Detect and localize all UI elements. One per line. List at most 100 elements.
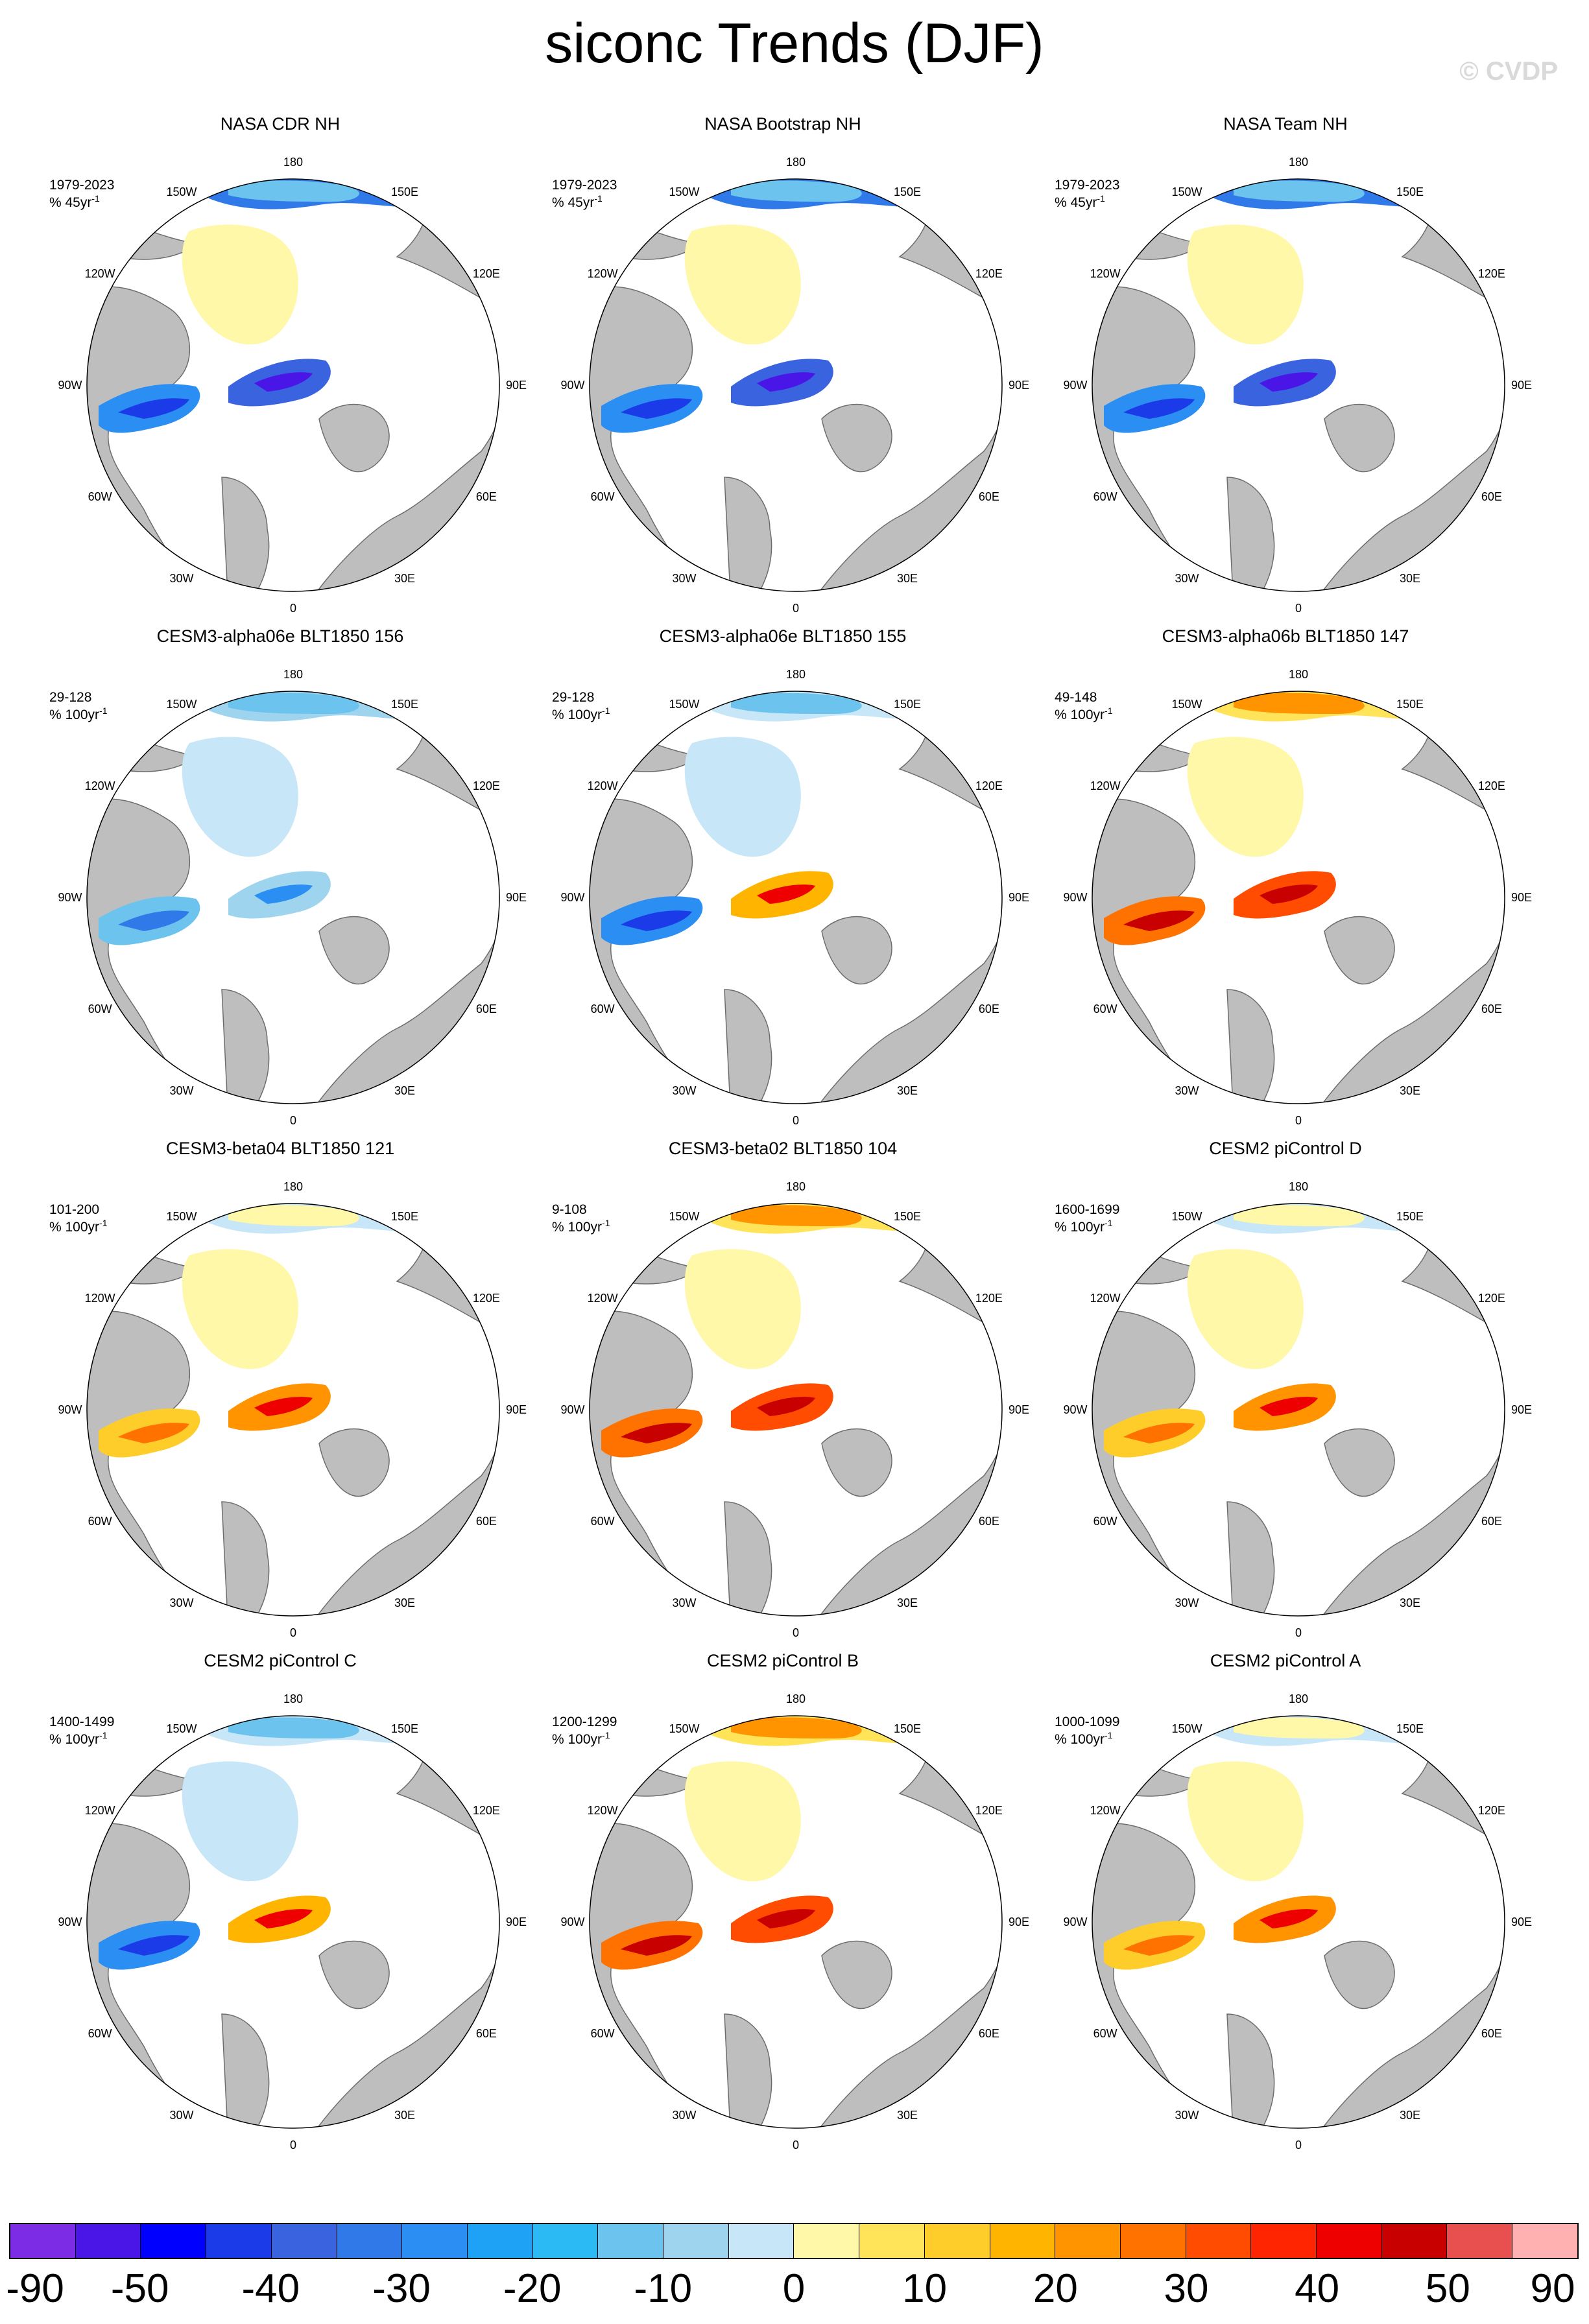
ice-trend-region (621, 398, 692, 419)
ice-trend-region (731, 1205, 862, 1226)
land-mass (1324, 916, 1395, 985)
longitude-label: 60W (88, 1002, 112, 1015)
panel-period: 1979-2023 (1055, 178, 1120, 193)
longitude-label: 90E (1511, 891, 1532, 904)
ice-trend-region (228, 180, 359, 202)
map-boundary (589, 691, 1003, 1104)
land-mass (821, 916, 892, 985)
longitude-label: 90W (1063, 891, 1087, 904)
map-boundary (1092, 1715, 1505, 2129)
ice-trend-region (228, 693, 359, 714)
colorbar-tick-label: -20 (503, 2266, 562, 2311)
colorbar-swatch (663, 2224, 729, 2258)
longitude-label: 60E (979, 1002, 999, 1015)
map-panel: 180 150E 120E 90E 60E 30E 0 30W 60W 90W 120W 150W CE… (34, 1139, 527, 1644)
panel-units-exponent: -1 (1105, 1218, 1113, 1228)
longitude-label: 90E (1009, 1915, 1029, 1928)
longitude-label: 120W (588, 1292, 618, 1305)
panel-units-exponent: -1 (99, 1218, 108, 1228)
panel-title: NASA Team NH (1223, 114, 1348, 134)
ice-trend-region (1187, 1249, 1304, 1370)
map-panel: 180 150E 120E 90E 60E 30E 0 30W 60W 90W 120W 150W CE… (34, 626, 527, 1132)
ice-trend-region (1260, 1909, 1318, 1928)
longitude-label: 120E (473, 1292, 500, 1305)
longitude-label: 120W (1090, 1804, 1121, 1817)
polar-map: 180 150E 120E 90E 60E 30E 0 30W 60W 90W 120W 150W (1063, 156, 1532, 615)
longitude-label: 60W (1093, 490, 1117, 503)
land-mass (318, 1940, 390, 2010)
panel-title: CESM3-beta04 BLT1850 121 (165, 1139, 395, 1158)
panel-title: CESM2 piControl A (1210, 1651, 1361, 1670)
longitude-label: 30W (1175, 1084, 1199, 1097)
land-mass (318, 403, 390, 473)
colorbar-labels: -90 -50 -40 -30 -20 -10 0 10 20 30 40 50 90 (6, 2266, 1579, 2318)
longitude-label: 150W (669, 1210, 699, 1223)
longitude-label: 180 (283, 1180, 303, 1193)
longitude-label: 0 (1295, 1626, 1302, 1639)
longitude-label: 60E (476, 1515, 497, 1528)
longitude-label: 120W (588, 779, 618, 792)
longitude-label: 90W (58, 891, 82, 904)
panel-units-text: % 45yr (49, 195, 92, 210)
panel-units-text: % 100yr (1055, 1732, 1105, 1747)
panel-title: CESM3-alpha06b BLT1850 147 (1162, 626, 1409, 646)
longitude-label: 90E (506, 1403, 527, 1416)
longitude-label: 150W (669, 185, 699, 198)
longitude-label: 150E (391, 698, 418, 711)
panel-units: % 45yr-1 (552, 193, 603, 211)
longitude-label: 90W (58, 379, 82, 392)
panel-units: % 100yr-1 (1055, 1730, 1113, 1748)
panel-units-exponent: -1 (602, 1730, 610, 1740)
panel-units-exponent: -1 (602, 1218, 610, 1228)
longitude-label: 120W (588, 1804, 618, 1817)
ice-trend-region (1123, 1423, 1195, 1443)
polar-map: 180 150E 120E 90E 60E 30E 0 30W 60W 90W 120W 150W (58, 1692, 527, 2152)
longitude-label: 60W (88, 2027, 112, 2040)
longitude-label: 150E (1396, 1722, 1424, 1735)
colorbar-tick-label: 10 (902, 2266, 948, 2311)
figure-title: siconc Trends (DJF) (545, 12, 1044, 75)
ice-trend-region (182, 1761, 298, 1882)
longitude-label: 120E (1478, 267, 1505, 280)
longitude-label: 150E (894, 1210, 921, 1223)
longitude-label: 60E (1481, 1002, 1502, 1015)
panel-units-text: % 100yr (49, 1220, 100, 1235)
colorbar-swatch (271, 2224, 337, 2258)
ice-trend-region (118, 1423, 189, 1443)
colorbar-tick-label: 40 (1295, 2266, 1340, 2311)
panel-units-exponent: -1 (99, 706, 108, 716)
longitude-label: 30E (1400, 1596, 1420, 1609)
map-boundary (589, 1715, 1003, 2129)
colorbar-swatch (206, 2224, 272, 2258)
longitude-label: 150W (166, 698, 197, 711)
colorbar-tick-label: -40 (241, 2266, 300, 2311)
longitude-label: 60W (1093, 2027, 1117, 2040)
panel-period: 29-128 (49, 690, 92, 705)
panel-period: 1200-1299 (552, 1714, 617, 1729)
longitude-label: 90E (1009, 379, 1029, 392)
colorbar-swatch (859, 2224, 925, 2258)
colorbar-swatch (75, 2224, 141, 2258)
panel-title: NASA Bootstrap NH (704, 114, 861, 134)
map-boundary (86, 691, 500, 1104)
panel-units: % 100yr-1 (49, 1730, 108, 1748)
polar-map: 180 150E 120E 90E 60E 30E 0 30W 60W 90W 120W 150W (560, 1180, 1029, 1639)
colorbar-tick-label: -90 (6, 2266, 64, 2311)
longitude-label: 30E (394, 2109, 415, 2122)
panel-units-exponent: -1 (594, 193, 603, 204)
ice-trend-region (731, 693, 862, 714)
longitude-label: 60W (591, 1002, 615, 1015)
longitude-label: 150W (669, 1722, 699, 1735)
longitude-label: 150E (894, 698, 921, 711)
panel-period: 29-128 (552, 690, 595, 705)
longitude-label: 180 (283, 1692, 303, 1705)
longitude-label: 30E (1400, 1084, 1420, 1097)
polar-map: 180 150E 120E 90E 60E 30E 0 30W 60W 90W 120W 150W (560, 1692, 1029, 2152)
longitude-label: 150W (669, 698, 699, 711)
longitude-label: 90E (1511, 379, 1532, 392)
longitude-label: 0 (793, 602, 799, 615)
panel-units-exponent: -1 (1105, 706, 1113, 716)
longitude-label: 60W (591, 490, 615, 503)
longitude-label: 180 (786, 1692, 806, 1705)
longitude-label: 60E (1481, 2027, 1502, 2040)
